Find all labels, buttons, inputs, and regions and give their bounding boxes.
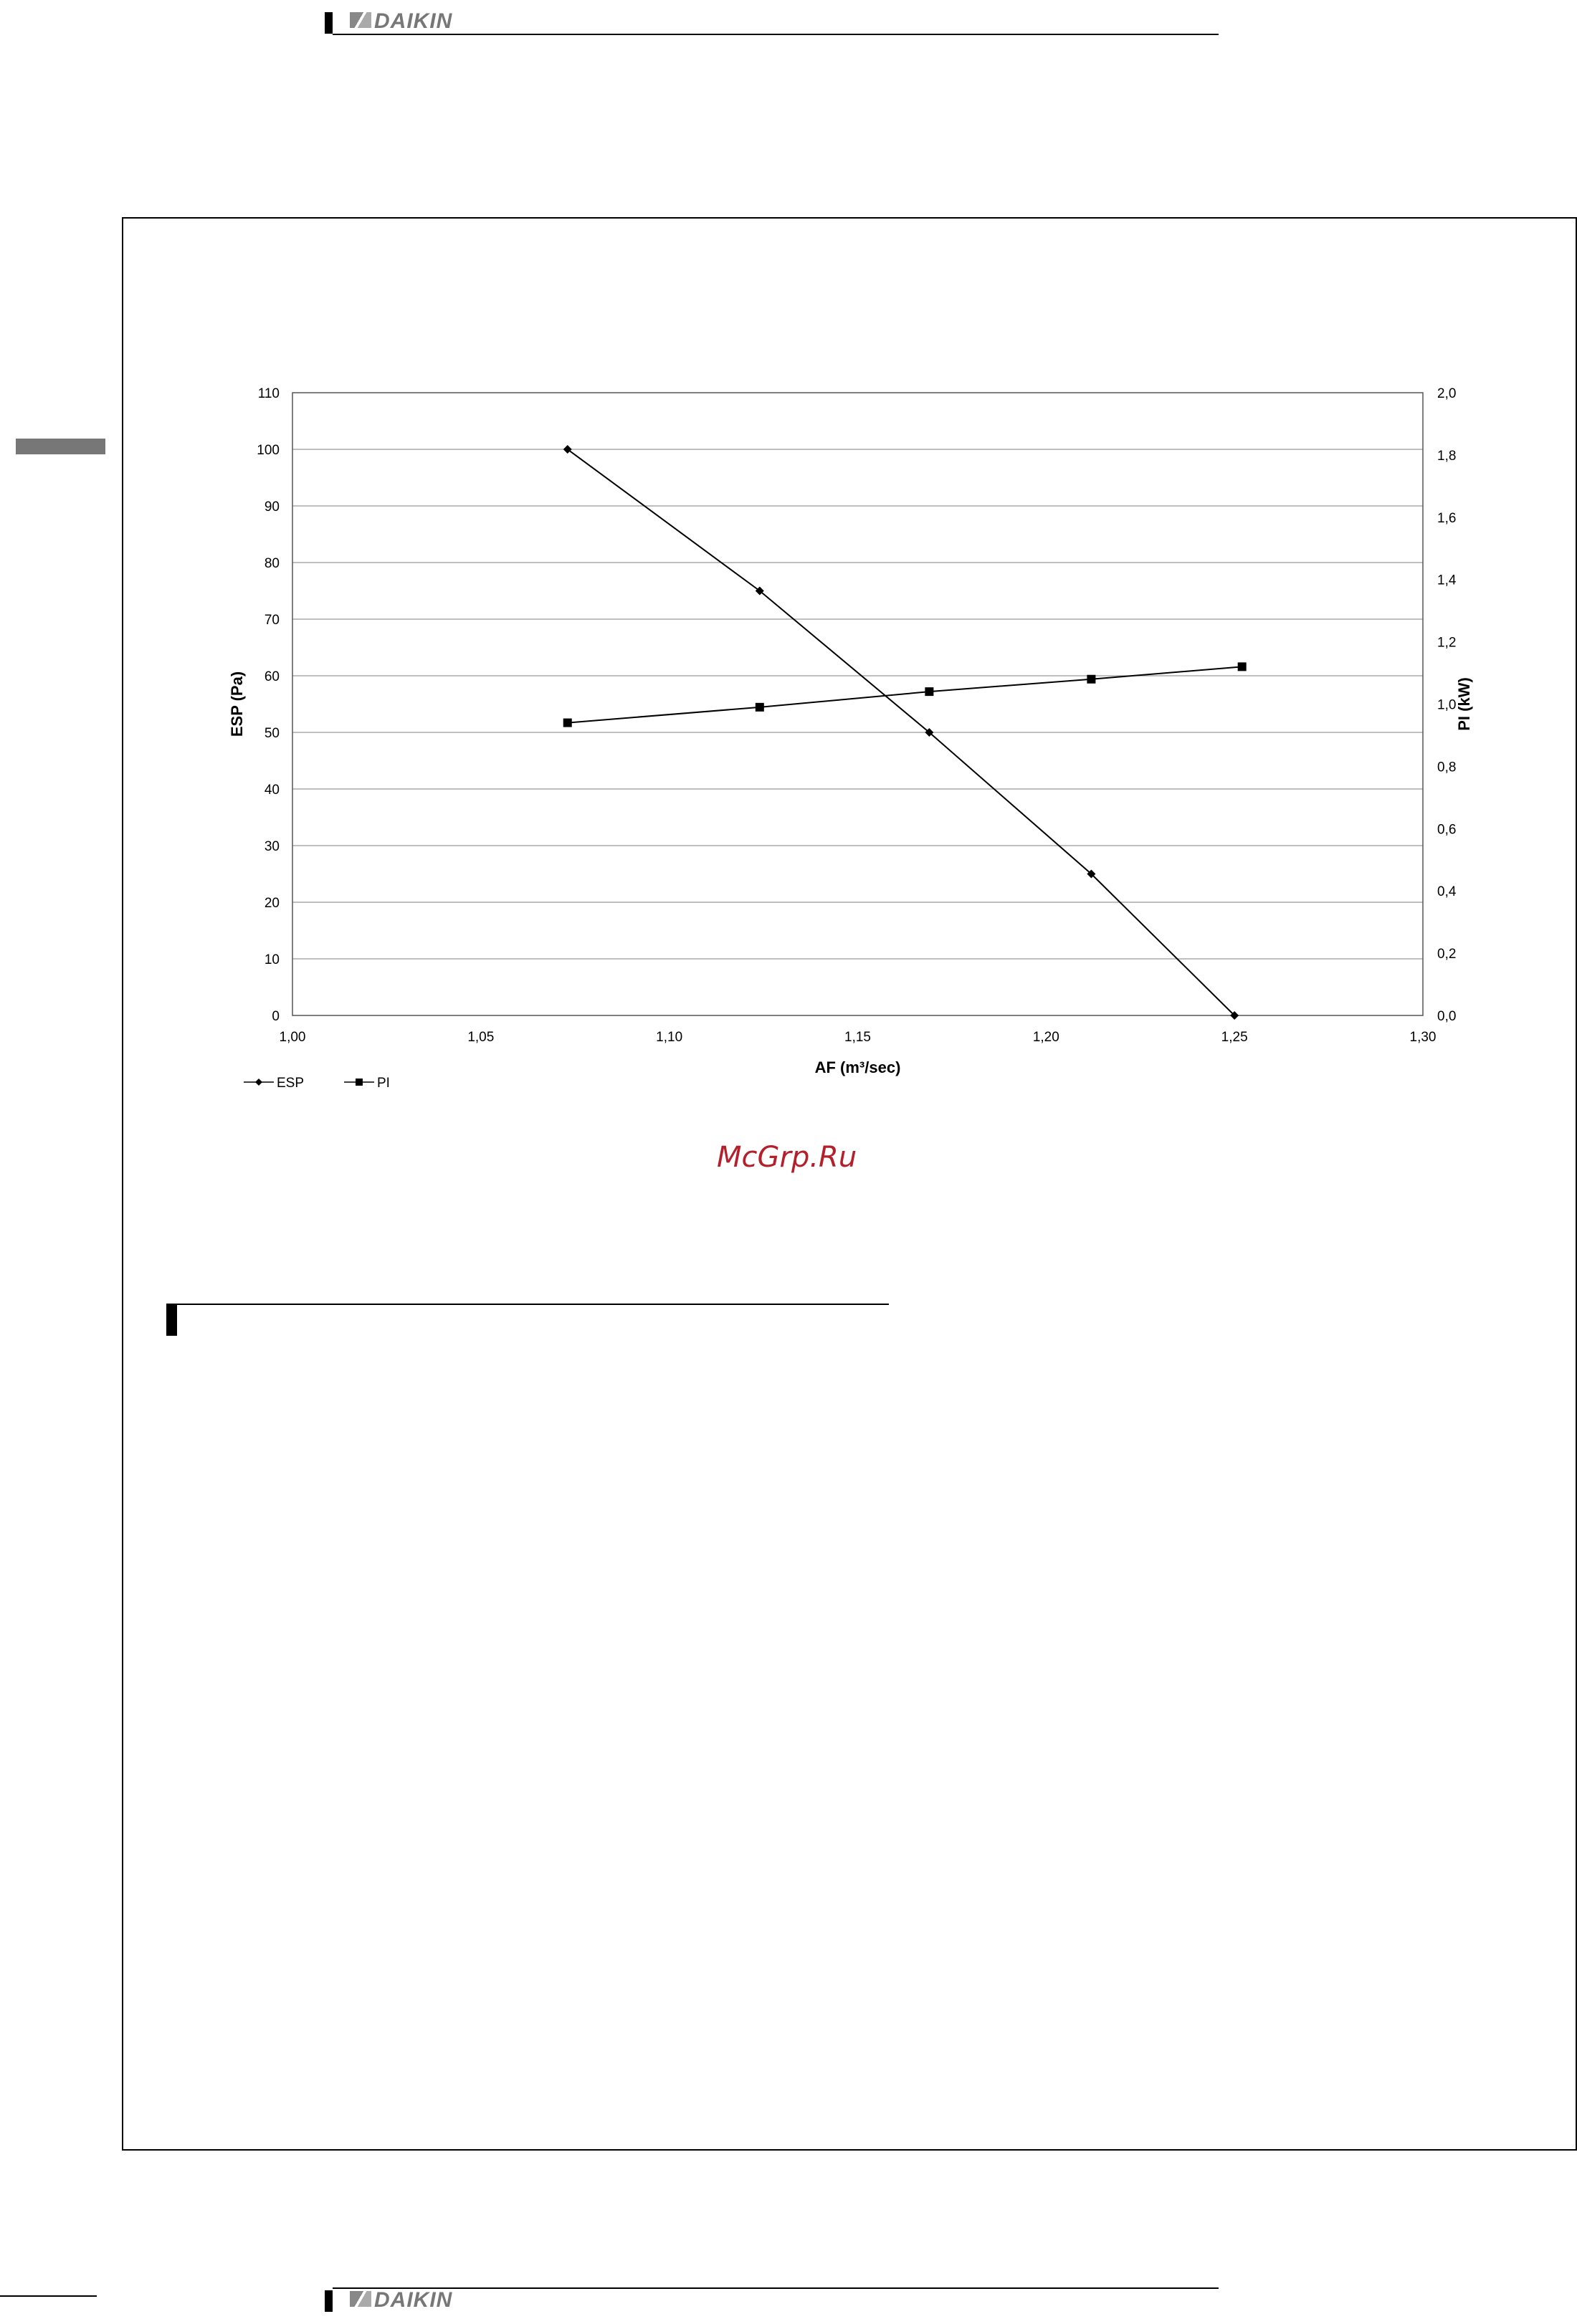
- data-point-esp: [925, 728, 934, 737]
- y-tick-label: 100: [257, 443, 280, 458]
- x-tick-label: 1,30: [1410, 1030, 1437, 1045]
- data-point-esp: [1230, 1011, 1239, 1020]
- y-axis-label: ESP (Pa): [228, 671, 246, 737]
- daikin-logo-icon: [350, 12, 371, 28]
- header-mark: [325, 12, 333, 34]
- chart-ticks: 0 10 20 30 40 50 60 70 80 90 100 110 0,0 0,2 0,4 0,6 0,8…: [257, 386, 1457, 1045]
- y2-tick-label: 1,6: [1437, 511, 1456, 526]
- side-tab-marker: [16, 439, 105, 454]
- data-point-esp: [563, 445, 572, 454]
- y-tick-label: 30: [265, 839, 280, 854]
- y-tick-label: 40: [265, 783, 280, 798]
- watermark: McGrp.Ru: [717, 1141, 857, 1174]
- y2-tick-label: 1,2: [1437, 636, 1456, 651]
- data-point-esp: [755, 586, 764, 596]
- fan-curve-chart: 0 10 20 30 40 50 60 70 80 90 100 110 0,0 0,2 0,4 0,6 0,8…: [228, 386, 1473, 1091]
- footer-rule: [333, 2287, 1219, 2289]
- x-tick-label: 1,00: [280, 1030, 306, 1045]
- data-point-pi: [755, 702, 764, 712]
- y2-tick-label: 0,8: [1437, 760, 1456, 775]
- data-point-pi: [925, 687, 934, 697]
- y-tick-label: 20: [265, 896, 280, 911]
- header-logo: DAIKIN: [350, 9, 452, 34]
- y2-tick-label: 1,0: [1437, 698, 1456, 713]
- section-rule: [177, 1304, 889, 1305]
- footer-mark: [325, 2290, 333, 2312]
- y2-tick-label: 0,6: [1437, 822, 1456, 837]
- footer-brand: DAIKIN: [374, 2288, 453, 2312]
- y2-tick-label: 1,4: [1437, 573, 1457, 588]
- x-tick-label: 1,25: [1221, 1030, 1248, 1045]
- x-tick-label: 1,15: [844, 1030, 871, 1045]
- y2-tick-label: 2,0: [1437, 386, 1456, 401]
- y-tick-label: 90: [265, 499, 280, 515]
- chart-grid: [292, 449, 1423, 960]
- y2-tick-label: 0,0: [1437, 1009, 1456, 1024]
- data-point-pi: [563, 718, 572, 727]
- plot-area-border: [292, 392, 1424, 1016]
- y-tick-label: 60: [265, 669, 280, 684]
- y2-tick-label: 0,2: [1437, 947, 1456, 962]
- page-frame: [122, 217, 1577, 2151]
- header-brand: DAIKIN: [374, 9, 453, 33]
- daikin-logo-icon: [350, 2291, 371, 2307]
- series-line-pi: [567, 666, 1242, 724]
- legend-marker-pi: [356, 1079, 363, 1086]
- header-rule: [333, 34, 1219, 35]
- x-axis-label: AF (m³/sec): [815, 1058, 901, 1076]
- footer-left-rule: [0, 2295, 97, 2297]
- y-tick-label: 110: [258, 386, 280, 401]
- legend-label-pi: PI: [377, 1076, 390, 1091]
- data-point-pi: [1237, 662, 1247, 671]
- chart-series: [563, 445, 1247, 1020]
- y-tick-label: 10: [265, 952, 280, 967]
- data-point-pi: [1087, 674, 1096, 684]
- y2-tick-label: 0,4: [1437, 884, 1457, 899]
- chart-legend: ESP PI: [244, 1076, 390, 1091]
- x-tick-label: 1,05: [467, 1030, 494, 1045]
- y-tick-label: 70: [265, 613, 280, 628]
- y2-tick-label: 1,8: [1437, 449, 1456, 464]
- footer-logo: DAIKIN: [350, 2288, 452, 2313]
- y-tick-label: 0: [272, 1009, 280, 1024]
- legend-label-esp: ESP: [277, 1076, 304, 1091]
- y2-axis-label: PI (kW): [1455, 677, 1473, 731]
- y-tick-label: 50: [265, 726, 280, 741]
- legend-marker-esp: [255, 1079, 262, 1086]
- section-mark: [166, 1304, 177, 1336]
- data-point-esp: [1087, 869, 1096, 879]
- x-tick-label: 1,10: [656, 1030, 682, 1045]
- x-tick-label: 1,20: [1033, 1030, 1059, 1045]
- y-tick-label: 80: [265, 556, 280, 571]
